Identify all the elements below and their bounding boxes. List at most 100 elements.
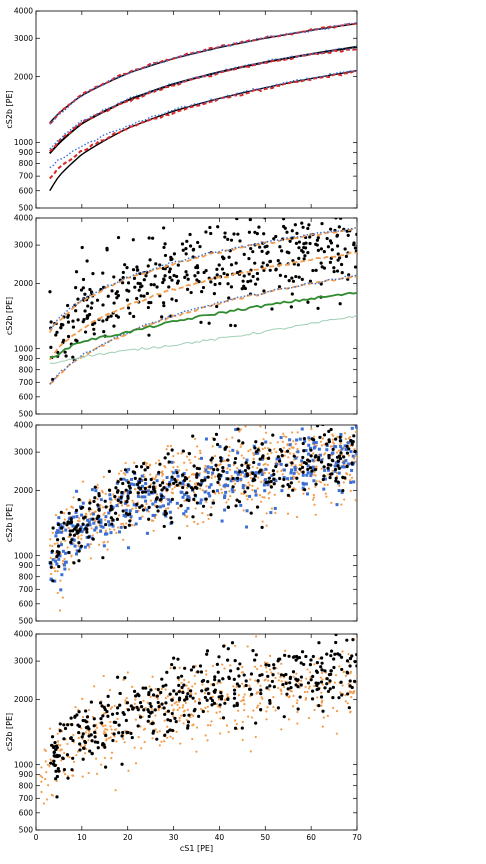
data-point bbox=[71, 738, 75, 743]
data-point bbox=[217, 263, 221, 267]
data-point bbox=[186, 483, 190, 487]
data-point bbox=[47, 784, 50, 787]
data-point bbox=[315, 683, 319, 688]
data-point bbox=[237, 439, 241, 443]
data-point bbox=[221, 716, 226, 720]
data-point bbox=[274, 464, 278, 469]
data-point bbox=[326, 468, 330, 472]
data-point bbox=[347, 682, 350, 685]
data-point bbox=[165, 711, 168, 714]
data-point bbox=[259, 708, 263, 712]
data-point bbox=[310, 697, 315, 701]
data-point bbox=[210, 683, 213, 686]
data-point bbox=[293, 465, 297, 469]
data-point bbox=[278, 459, 282, 463]
data-point bbox=[343, 247, 347, 251]
data-point bbox=[344, 694, 347, 697]
data-point bbox=[73, 544, 77, 548]
data-point bbox=[172, 454, 175, 458]
data-point bbox=[270, 507, 273, 510]
data-point bbox=[301, 225, 305, 229]
data-point bbox=[326, 714, 329, 717]
data-point bbox=[118, 472, 121, 475]
data-point bbox=[221, 465, 225, 470]
data-point bbox=[263, 489, 267, 493]
data-point bbox=[287, 251, 291, 255]
data-point bbox=[318, 657, 321, 660]
data-point bbox=[354, 430, 357, 434]
data-point bbox=[252, 460, 256, 465]
data-point bbox=[104, 724, 107, 727]
data-point bbox=[253, 282, 258, 286]
series-line bbox=[49, 275, 357, 385]
data-point bbox=[253, 474, 257, 478]
data-point bbox=[152, 283, 156, 287]
data-point bbox=[238, 239, 242, 243]
series-line bbox=[49, 274, 357, 385]
data-point bbox=[215, 489, 219, 493]
data-point bbox=[273, 493, 276, 496]
data-point bbox=[238, 662, 242, 666]
data-point bbox=[181, 482, 185, 486]
data-point bbox=[123, 741, 126, 744]
data-point bbox=[56, 529, 60, 533]
data-point bbox=[188, 232, 192, 237]
data-point bbox=[181, 480, 185, 484]
data-point bbox=[270, 307, 274, 311]
data-point bbox=[181, 690, 185, 695]
data-point bbox=[128, 519, 132, 523]
data-point bbox=[103, 745, 107, 749]
data-point bbox=[56, 732, 59, 735]
data-point bbox=[86, 523, 90, 527]
y-tick-label: 900 bbox=[19, 354, 34, 363]
data-point bbox=[121, 730, 125, 735]
data-point bbox=[104, 529, 107, 532]
data-point bbox=[297, 275, 301, 279]
data-point bbox=[348, 473, 352, 477]
data-point bbox=[163, 719, 166, 722]
data-point bbox=[300, 650, 305, 654]
y-tick-label: 600 bbox=[19, 392, 34, 401]
data-point bbox=[218, 282, 222, 286]
data-point bbox=[159, 492, 163, 496]
data-point bbox=[347, 437, 350, 440]
data-point bbox=[157, 705, 161, 709]
data-point bbox=[108, 493, 112, 497]
data-point bbox=[206, 679, 210, 684]
data-point bbox=[332, 706, 335, 709]
data-point bbox=[254, 451, 258, 455]
data-point bbox=[204, 497, 208, 501]
data-point bbox=[226, 695, 229, 698]
data-point bbox=[147, 333, 151, 337]
data-point bbox=[253, 446, 257, 450]
data-point bbox=[327, 456, 331, 460]
data-point bbox=[233, 658, 237, 663]
data-point bbox=[119, 525, 123, 529]
data-point bbox=[188, 244, 193, 248]
data-point bbox=[337, 214, 340, 217]
data-point bbox=[263, 661, 267, 664]
data-point bbox=[320, 458, 324, 462]
data-point bbox=[192, 491, 196, 494]
data-point bbox=[212, 498, 215, 502]
data-point bbox=[91, 272, 95, 276]
data-point bbox=[235, 476, 240, 480]
data-point bbox=[353, 449, 357, 454]
data-point bbox=[298, 695, 302, 699]
data-point bbox=[40, 766, 43, 769]
data-point bbox=[176, 708, 179, 712]
data-point bbox=[234, 644, 237, 648]
data-point bbox=[124, 511, 128, 516]
data-point bbox=[353, 660, 357, 664]
data-point bbox=[79, 544, 84, 548]
data-point bbox=[128, 509, 132, 513]
data-point bbox=[104, 733, 108, 738]
data-point bbox=[290, 461, 294, 465]
data-point bbox=[57, 564, 61, 569]
data-point bbox=[314, 513, 317, 516]
data-point bbox=[312, 493, 315, 497]
data-point bbox=[226, 647, 230, 651]
data-point bbox=[331, 469, 334, 472]
data-point bbox=[61, 596, 65, 599]
data-point bbox=[199, 487, 202, 490]
